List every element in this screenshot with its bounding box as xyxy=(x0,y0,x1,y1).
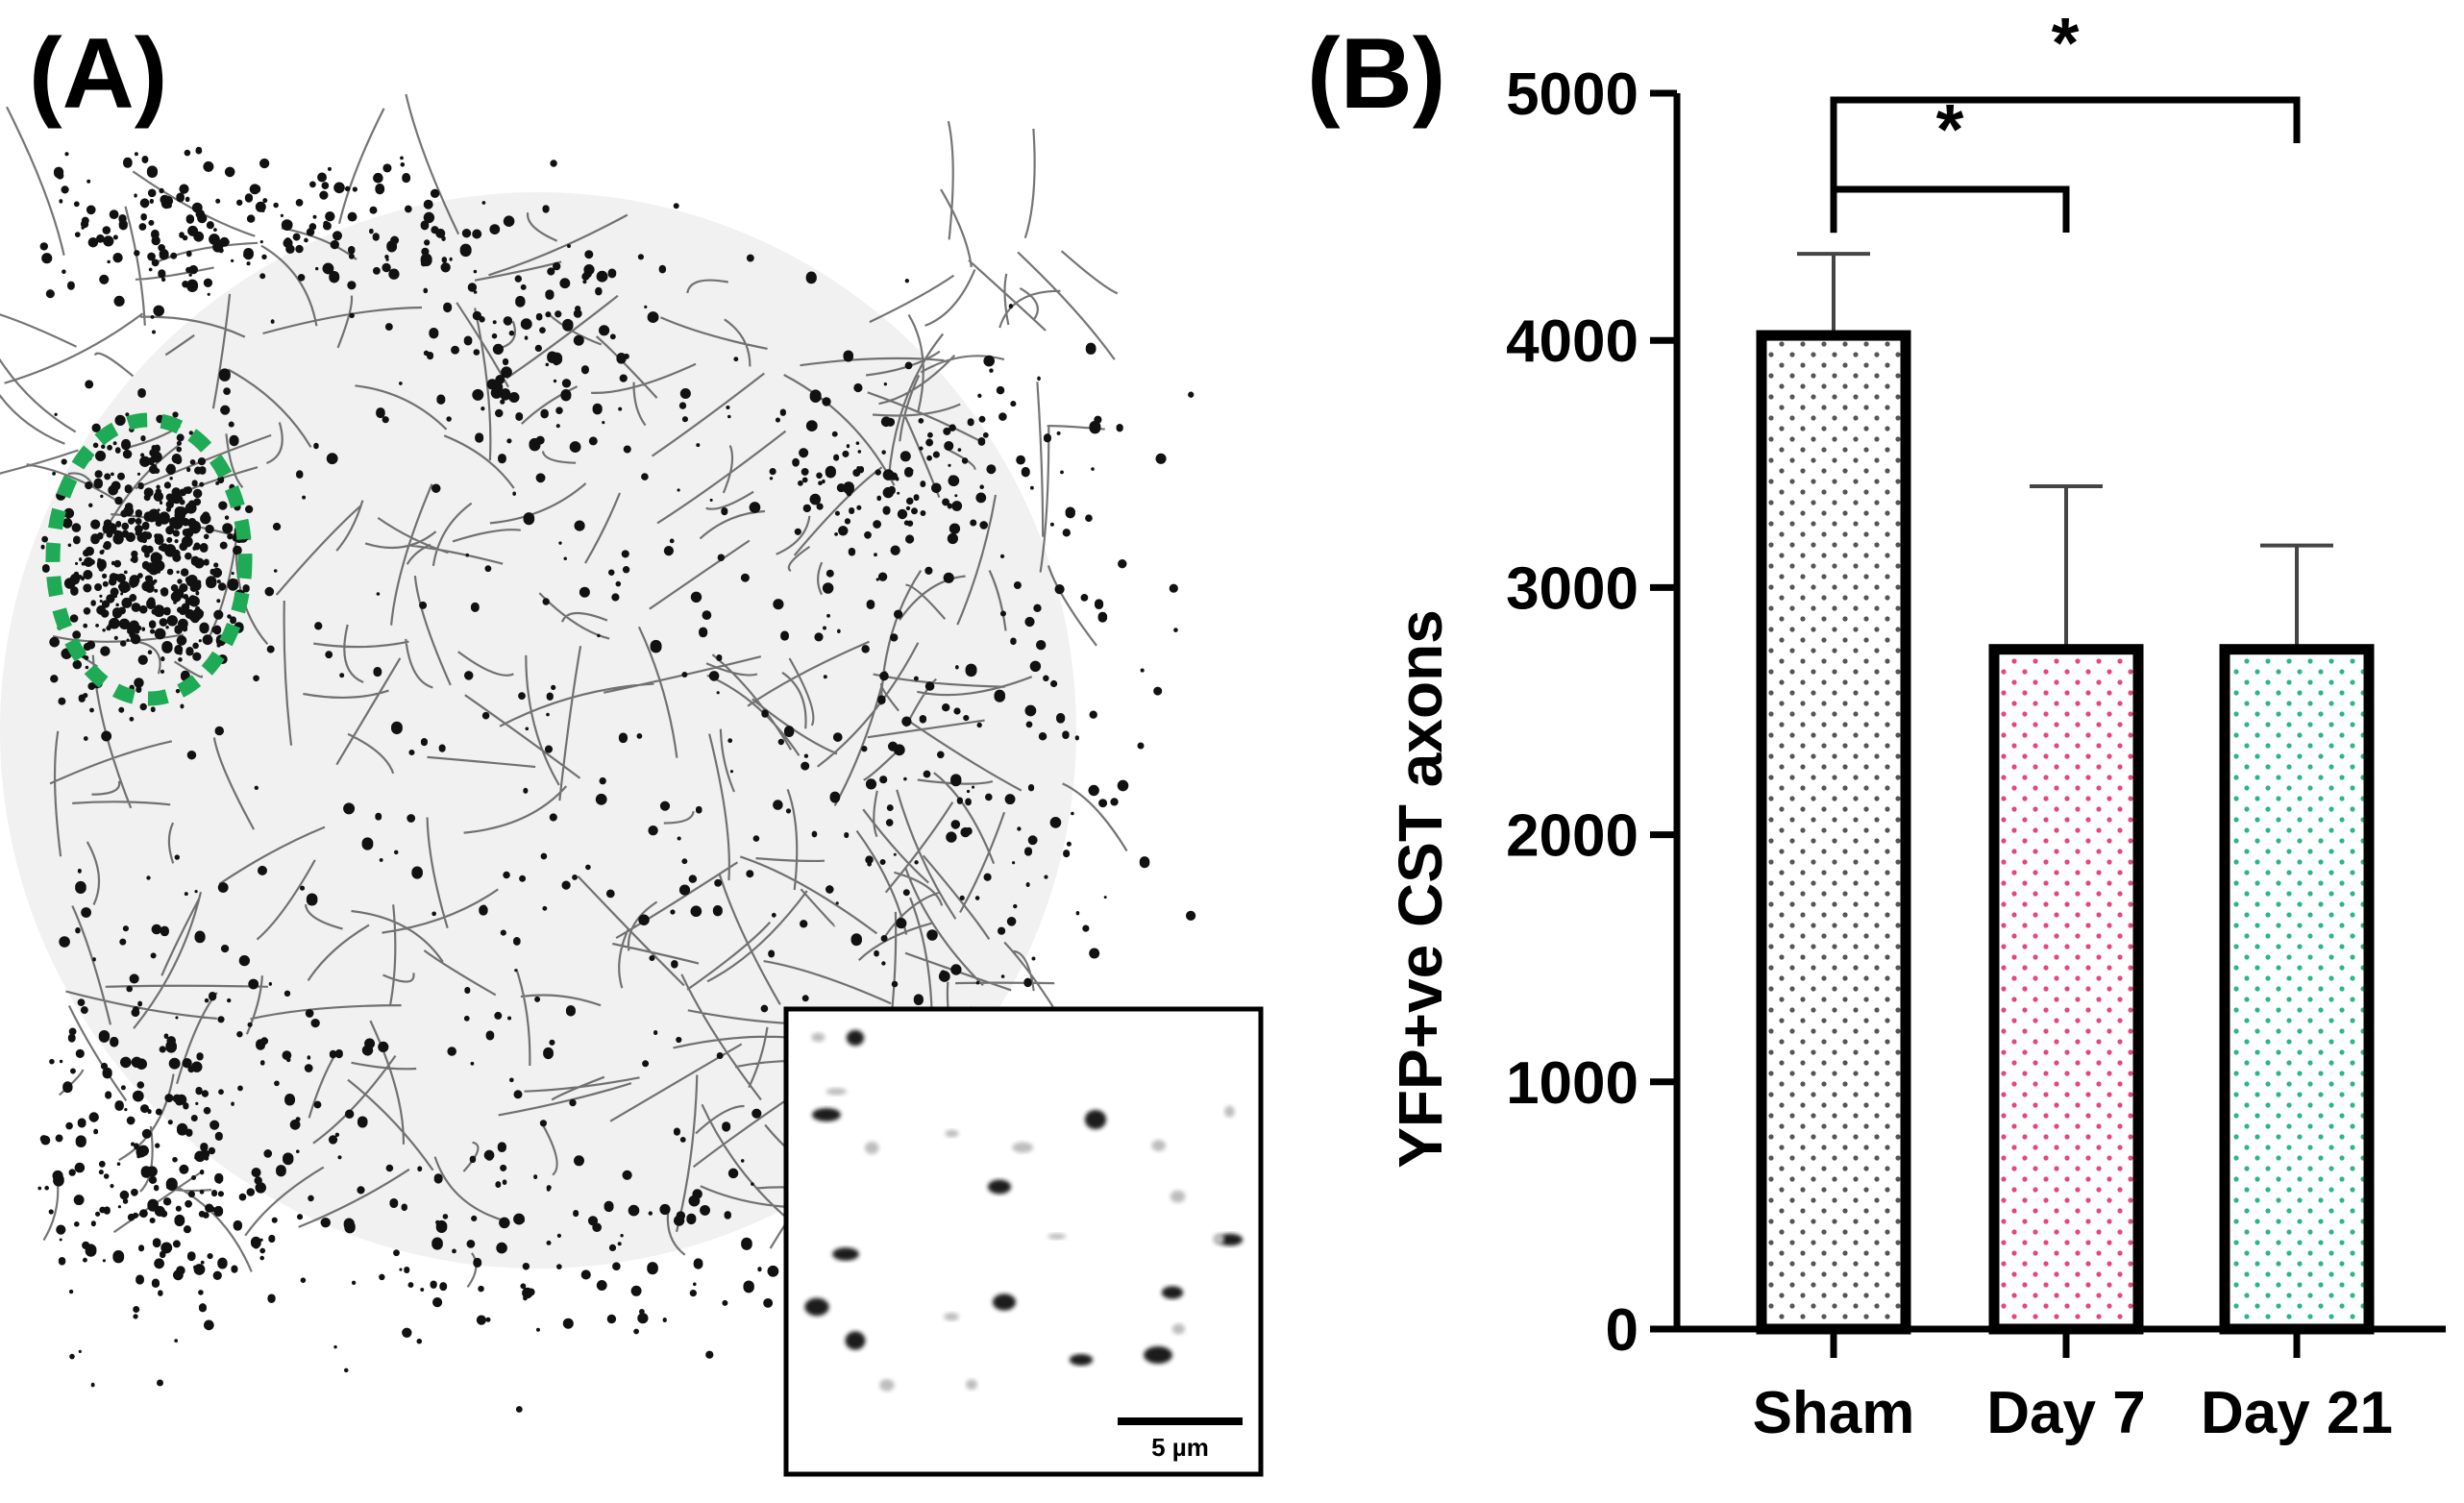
y-tick-label: 4000 xyxy=(1506,308,1639,375)
panel-b-chart: (B) YFP+ve CST axons 0 1000 2000 3000 4000 50… xyxy=(1307,3,2446,1446)
panel-a-micrograph: (A) 5 µm xyxy=(0,18,1264,1477)
roi-dashed-outline xyxy=(45,412,253,706)
y-tick-label: 0 xyxy=(1606,1297,1639,1364)
bar-day-7 xyxy=(1988,644,2144,1335)
y-tick-label: 1000 xyxy=(1506,1050,1639,1117)
panel-b-label: (B) xyxy=(1307,18,1445,130)
panel-a-label: (A) xyxy=(29,18,167,130)
significance-star: * xyxy=(2052,3,2080,83)
y-axis-title: YFP+ve CST axons xyxy=(1386,609,1455,1169)
y-tick-label: 2000 xyxy=(1506,803,1639,870)
x-tick-label: Day 21 xyxy=(2201,1380,2393,1446)
scale-bar-label: 5 µm xyxy=(1151,1433,1209,1462)
x-tick-label: Sham xyxy=(1753,1380,1915,1446)
significance-bracket xyxy=(1830,185,2070,234)
bar-day-21 xyxy=(2219,644,2375,1335)
bar-sham xyxy=(1756,330,1911,1335)
scale-bar xyxy=(1118,1417,1243,1425)
y-tick-label: 5000 xyxy=(1506,62,1639,128)
x-tick-label: Day 7 xyxy=(1986,1380,2145,1446)
inset-image: 5 µm xyxy=(783,1006,1264,1477)
significance-bracket xyxy=(1830,96,2301,234)
inset-axon-profiles xyxy=(804,1029,1244,1392)
y-tick-label: 3000 xyxy=(1506,555,1639,622)
